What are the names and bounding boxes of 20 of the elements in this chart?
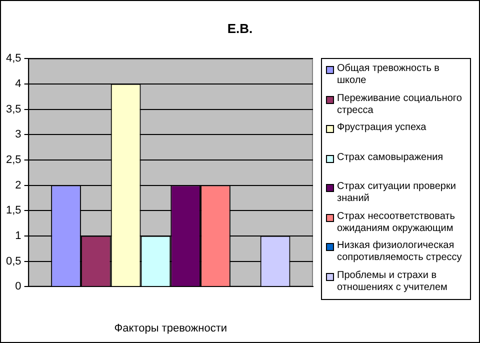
y-tick-label: 1,5 [6, 204, 22, 217]
y-tick-label: 2,5 [6, 154, 22, 166]
x-axis-title: Факторы тревожности [114, 322, 228, 334]
legend-label: Фрустрация успеха [337, 122, 426, 134]
y-tick-label: 4,5 [6, 52, 22, 65]
y-tick-label: 0,5 [6, 255, 22, 268]
legend-label: Переживание социального стресса [337, 92, 463, 116]
y-tick-label: 2 [15, 179, 22, 192]
y-tick-label: 1 [15, 230, 22, 242]
y-tick-label: 3,5 [6, 103, 22, 116]
chart-title: Е.В. [226, 21, 254, 36]
legend-label: Страх несоответствовать ожиданиям окружающим [337, 210, 456, 234]
y-tick-label: 0 [15, 280, 22, 293]
legend-label: Проблемы и страхи в отношениях с учителем [337, 270, 448, 294]
legend-label: Общая тревожность в школе [337, 63, 440, 87]
y-tick-label: 3 [15, 128, 22, 141]
legend-label: Страх самовыражения [337, 152, 444, 164]
y-tick-label: 4 [15, 78, 22, 90]
legend-label: Низкая физиологическая сопротивляемость стрессу [337, 240, 463, 264]
legend-label: Страх ситуации проверки знаний [337, 181, 457, 205]
